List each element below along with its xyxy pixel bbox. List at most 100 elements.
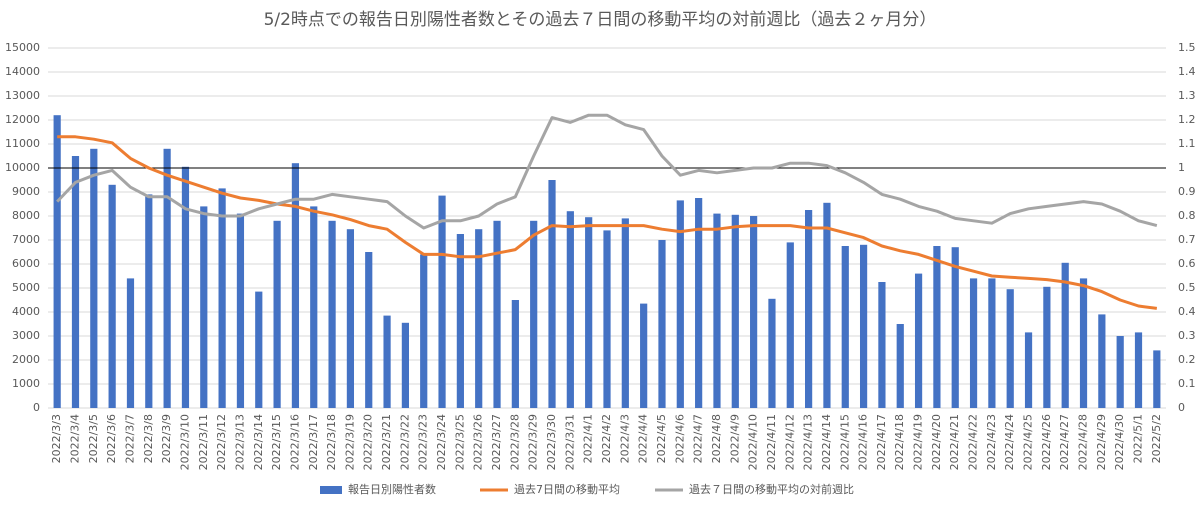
- bar: [1116, 336, 1124, 408]
- x-tick-label: 2022/4/29: [1095, 414, 1108, 470]
- bar: [1098, 314, 1106, 408]
- x-tick-label: 2022/3/7: [123, 414, 136, 463]
- x-tick-label: 2022/4/27: [1058, 414, 1071, 470]
- bar: [530, 220, 538, 408]
- chart-title: 5/2時点での報告日別陽性者数とその過去７日間の移動平均の対前週比（過去２ヶ月分…: [264, 10, 937, 30]
- x-tick-label: 2022/3/19: [343, 414, 356, 470]
- x-tick-label: 2022/4/23: [985, 414, 998, 470]
- x-tick-label: 2022/4/26: [1040, 414, 1053, 470]
- bar: [383, 315, 391, 408]
- legend-label: 報告日別陽性者数: [348, 482, 436, 496]
- bar: [365, 252, 373, 408]
- bar: [731, 214, 739, 408]
- bar: [988, 278, 996, 408]
- y-tick-label: 15000: [5, 41, 40, 54]
- y2-tick-label: 0.4: [1178, 305, 1196, 318]
- x-tick-label: 2022/4/11: [765, 414, 778, 470]
- x-tick-label: 2022/3/5: [87, 414, 100, 463]
- bar: [255, 291, 263, 408]
- bar: [438, 195, 446, 408]
- x-tick-label: 2022/4/12: [783, 414, 796, 470]
- bar: [108, 184, 116, 408]
- x-tick-label: 2022/3/30: [545, 414, 558, 470]
- y2-tick-label: 1.3: [1178, 89, 1196, 102]
- y2-tick-label: 0.1: [1178, 377, 1196, 390]
- x-tick-label: 2022/3/10: [178, 414, 191, 470]
- x-tick-label: 2022/4/18: [893, 414, 906, 470]
- bar: [511, 300, 519, 408]
- bar: [878, 282, 886, 408]
- x-tick-label: 2022/3/24: [435, 414, 448, 470]
- x-tick-label: 2022/4/14: [820, 414, 833, 470]
- y2-tick-label: 1.5: [1178, 41, 1196, 54]
- y-tick-label: 13000: [5, 89, 40, 102]
- x-tick-label: 2022/4/19: [912, 414, 925, 470]
- x-tick-label: 2022/3/9: [160, 414, 173, 463]
- x-tick-label: 2022/4/21: [948, 414, 961, 470]
- x-tick-label: 2022/4/22: [967, 414, 980, 470]
- x-tick-label: 2022/4/5: [655, 414, 668, 463]
- x-tick-label: 2022/4/30: [1113, 414, 1126, 470]
- bar: [1134, 332, 1143, 408]
- bar: [914, 273, 923, 408]
- x-tick-label: 2022/4/8: [710, 414, 723, 463]
- y-tick-label: 4000: [12, 305, 40, 318]
- bar: [163, 148, 171, 409]
- bar: [548, 180, 556, 408]
- bar: [90, 148, 98, 409]
- bar: [640, 303, 648, 408]
- y2-tick-label: 1.2: [1178, 113, 1196, 126]
- y2-tick-label: 1.4: [1178, 65, 1196, 78]
- x-tick-label: 2022/3/14: [252, 414, 265, 470]
- bar: [401, 322, 409, 408]
- bar: [236, 213, 245, 408]
- y2-tick-label: 1: [1178, 161, 1185, 174]
- bar: [1024, 332, 1033, 408]
- bar: [1153, 350, 1161, 408]
- y2-tick-label: 0: [1178, 401, 1185, 414]
- y2-tick-label: 0.5: [1178, 281, 1196, 294]
- line: [56, 113, 1158, 230]
- bar: [750, 216, 758, 408]
- x-tick-label: 2022/4/13: [802, 414, 815, 470]
- legend-label: 過去7日間の移動平均: [514, 482, 620, 496]
- y2-tick-label: 0.3: [1178, 329, 1196, 342]
- bar: [310, 206, 318, 408]
- y-tick-label: 11000: [5, 137, 40, 150]
- x-tick-label: 2022/3/20: [362, 414, 375, 470]
- x-tick-label: 2022/3/28: [508, 414, 521, 470]
- bar: [181, 166, 190, 408]
- y2-tick-label: 0.8: [1178, 209, 1196, 222]
- x-tick-label: 2022/3/12: [215, 414, 228, 470]
- legend-swatch: [320, 486, 342, 494]
- x-tick-label: 2022/3/13: [233, 414, 246, 470]
- legend-label: 過去７日間の移動平均の対前週比: [689, 482, 854, 496]
- y2-tick-label: 0.2: [1178, 353, 1196, 366]
- x-tick-label: 2022/3/8: [142, 414, 155, 463]
- x-tick-label: 2022/4/16: [857, 414, 870, 470]
- bar: [420, 254, 428, 408]
- x-tick-label: 2022/3/31: [563, 414, 576, 470]
- x-tick-label: 2022/4/24: [1003, 414, 1016, 470]
- y-tick-label: 9000: [12, 185, 40, 198]
- x-tick-label: 2022/4/1: [582, 414, 595, 463]
- bar: [346, 229, 355, 408]
- y2-tick-label: 0.9: [1178, 185, 1196, 198]
- x-tick-label: 2022/3/22: [398, 414, 411, 470]
- y-tick-label: 3000: [12, 329, 40, 342]
- bar: [841, 246, 849, 408]
- y-tick-label: 14000: [5, 65, 40, 78]
- y-tick-label: 5000: [12, 281, 40, 294]
- bar: [328, 220, 336, 408]
- bar: [493, 220, 501, 408]
- bar: [896, 324, 904, 408]
- bar: [475, 229, 483, 408]
- bar: [786, 242, 794, 408]
- x-tick-label: 2022/4/4: [637, 414, 650, 463]
- y-tick-label: 1000: [12, 377, 40, 390]
- bar: [218, 188, 226, 408]
- bar: [145, 194, 153, 408]
- x-tick-label: 2022/3/6: [105, 414, 118, 463]
- bar: [951, 247, 959, 408]
